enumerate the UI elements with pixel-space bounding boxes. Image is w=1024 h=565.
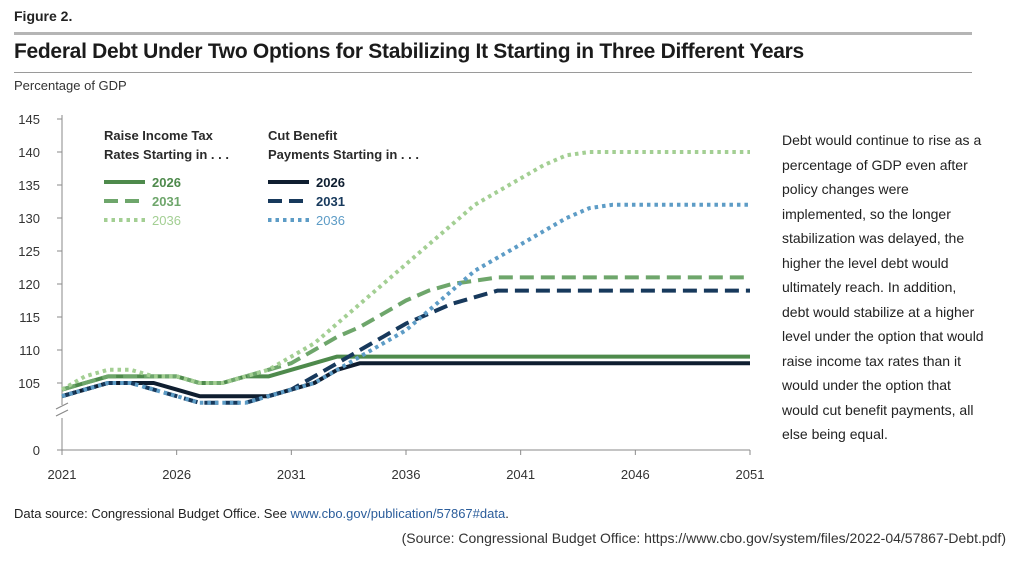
legend-heading-tax: Raise Income Tax Rates Starting in . . . xyxy=(104,128,229,162)
figure-label: Figure 2. xyxy=(14,8,73,24)
y-tick-label: 125 xyxy=(18,244,40,259)
legend-heading-cut: Cut Benefit Payments Starting in . . . xyxy=(268,128,419,162)
top-rule xyxy=(14,32,972,35)
legend-label-cut-2026: 2026 xyxy=(316,175,345,190)
y-tick-label: 105 xyxy=(18,376,40,391)
series-line-tax-2031 xyxy=(61,275,750,392)
series-line-tax-2036 xyxy=(61,150,750,392)
legend-label-tax-2031: 2031 xyxy=(152,194,181,209)
y-tick-label: 130 xyxy=(18,211,40,226)
legend-label-cut-2031: 2031 xyxy=(316,194,345,209)
data-source-prefix: Data source: Congressional Budget Office… xyxy=(14,506,291,521)
legend-label-cut-2036: 2036 xyxy=(316,213,345,228)
debt-line-chart: 0 105 110 115 120 125 130 135 140 145 2021 2026 2031… xyxy=(18,112,765,482)
y-axis-unit-label: Percentage of GDP xyxy=(14,78,127,93)
x-tick-label: 2031 xyxy=(277,467,306,482)
legend-label-tax-2036: 2036 xyxy=(152,213,181,228)
y-tick-label: 115 xyxy=(19,310,40,325)
source-citation: (Source: Congressional Budget Office: ht… xyxy=(401,530,1006,546)
y-tick-label: 110 xyxy=(19,343,40,358)
x-tick-label: 2041 xyxy=(506,467,535,482)
y-tick-label: 0 xyxy=(33,443,40,458)
data-source-link[interactable]: www.cbo.gov/publication/57867#data xyxy=(290,506,506,521)
y-tick-label: 120 xyxy=(18,277,40,292)
chart-annotation: Debt would continue to rise as a percent… xyxy=(782,132,984,442)
title-rule xyxy=(14,72,972,73)
y-tick-label: 140 xyxy=(18,145,40,160)
x-tick-label: 2046 xyxy=(621,467,650,482)
data-source-suffix: . xyxy=(505,506,509,521)
legend-label-tax-2026: 2026 xyxy=(152,175,181,190)
series-line-cut-2036 xyxy=(61,202,750,405)
data-source-note: Data source: Congressional Budget Office… xyxy=(14,506,509,521)
x-tick-label: 2036 xyxy=(392,467,421,482)
y-tick-label: 145 xyxy=(18,112,40,127)
chart-title: Federal Debt Under Two Options for Stabi… xyxy=(14,40,804,63)
x-tick-label: 2021 xyxy=(48,467,77,482)
y-tick-label: 135 xyxy=(18,178,40,193)
x-tick-label: 2051 xyxy=(736,467,765,482)
x-tick-label: 2026 xyxy=(162,467,191,482)
y-axis-break-mark xyxy=(55,402,69,417)
